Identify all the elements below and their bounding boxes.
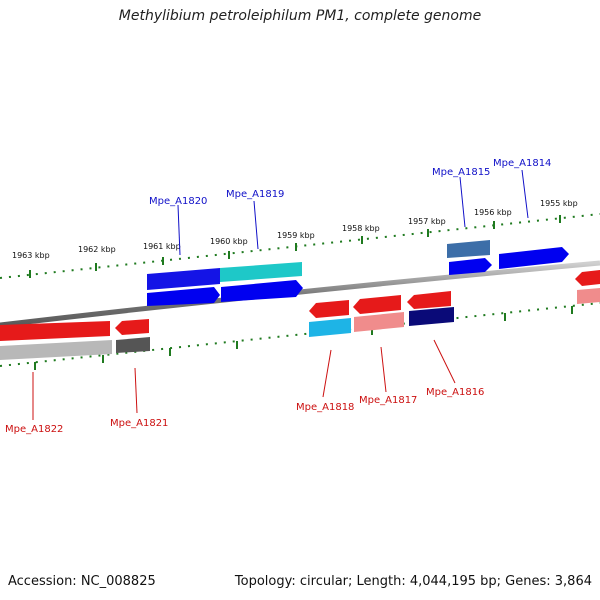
leader-mpe-a1821 [134,367,138,414]
forward-strand-features [147,240,569,306]
label-mpe-a1817[interactable]: Mpe_A1817 [359,395,417,406]
gene-mpe-a1822-lower[interactable] [0,340,112,360]
scale-label-1958: 1958 kbp [342,224,380,233]
gene-mpe-a1818-lower[interactable] [309,318,351,337]
map-title: Methylibium petroleiphilum PM1, complete… [118,8,482,24]
upper-scale [0,213,600,279]
label-mpe-a1814[interactable]: Mpe_A1814 [493,158,551,169]
scale-label-1955: 1955 kbp [540,199,578,208]
genome-backbone [0,260,600,328]
gene-mpe-a1820-lower[interactable] [147,287,220,306]
scale-label-1961: 1961 kbp [143,242,181,251]
scale-label-1960: 1960 kbp [210,237,248,246]
gene-mpe-a1814[interactable] [499,247,569,269]
gene-mpe-a1815[interactable] [447,240,490,258]
label-mpe-a1815[interactable]: Mpe_A1815 [432,167,490,178]
gene-mpe-a1819[interactable] [220,262,302,282]
gene-mpe-a1816-lower[interactable] [409,307,454,326]
lower-scale [0,302,600,367]
leader-mpe-a1816 [433,339,456,384]
reverse-strand-features [0,270,600,360]
label-leaders [32,169,529,420]
leader-mpe-a1820 [177,204,181,256]
scale-label-1957: 1957 kbp [408,217,446,226]
gene-mpe-a1821-lower[interactable] [116,337,150,353]
lower-scale-major-ticks [34,306,573,370]
label-mpe-a1818[interactable]: Mpe_A1818 [296,402,354,413]
label-mpe-a1821[interactable]: Mpe_A1821 [110,418,168,429]
label-mpe-a1816[interactable]: Mpe_A1816 [426,387,484,398]
upper-scale-major-ticks [29,215,561,278]
leader-mpe-a1817 [380,346,387,393]
leader-mpe-a1819 [253,200,259,250]
gene-mpe-a1820[interactable] [147,268,220,290]
gene-mpe-a1822[interactable] [0,321,110,341]
leader-mpe-a1814 [521,169,529,219]
gene-mpe-a1816[interactable] [407,291,451,309]
scale-label-1956: 1956 kbp [474,208,512,217]
scale-label-1959: 1959 kbp [277,231,315,240]
gene-mpe-a1818[interactable] [309,300,349,318]
gene-partial-right-lower[interactable] [577,288,600,304]
gene-mpe-a1819-lower[interactable] [221,280,303,302]
label-mpe-a1822[interactable]: Mpe_A1822 [5,424,63,435]
gene-mpe-a1815-lower[interactable] [449,258,492,275]
leader-mpe-a1818 [322,349,332,398]
gene-mpe-a1821[interactable] [115,319,149,335]
label-mpe-a1820[interactable]: Mpe_A1820 [149,196,207,207]
scale-label-1962: 1962 kbp [78,245,116,254]
gene-partial-right[interactable] [575,270,600,286]
accession-label: Accession: NC_008825 [8,574,156,589]
leader-mpe-a1815 [459,176,466,228]
gene-mpe-a1817-lower[interactable] [354,312,404,332]
scale-label-1963: 1963 kbp [12,251,50,260]
label-mpe-a1819[interactable]: Mpe_A1819 [226,189,284,200]
topology-summary: Topology: circular; Length: 4,044,195 bp… [234,574,592,589]
gene-mpe-a1817[interactable] [353,295,401,314]
